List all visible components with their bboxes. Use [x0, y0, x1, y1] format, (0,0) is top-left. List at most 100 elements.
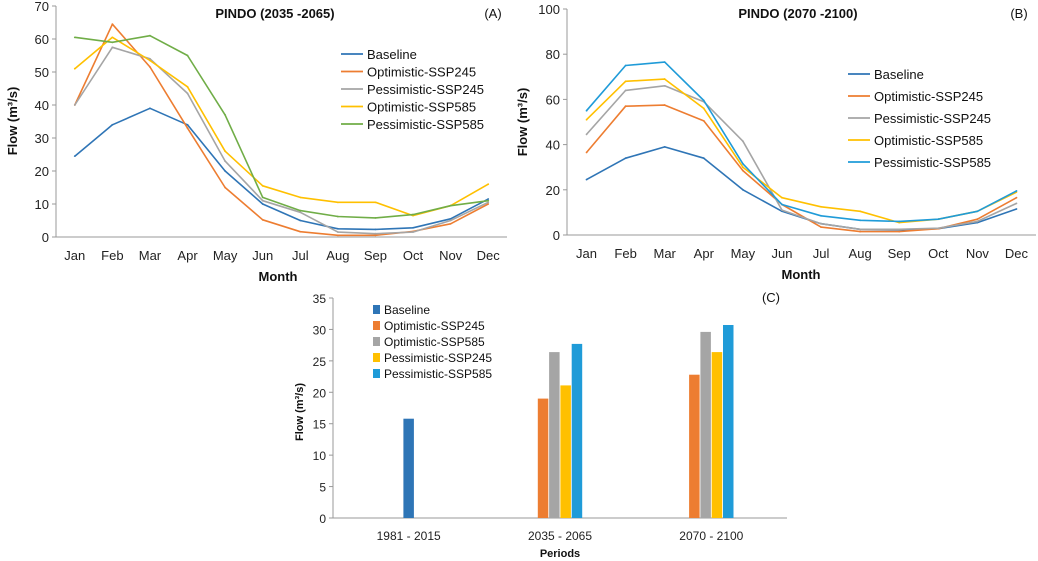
a-legend-item: Pessimistic-SSP585	[341, 117, 484, 132]
b-data-point	[585, 118, 588, 121]
a-series-0	[73, 107, 490, 231]
a-x-tick-label: Feb	[101, 248, 123, 263]
b-legend-item: Baseline	[848, 67, 924, 82]
chart-b-y-label: Flow (m³/s)	[515, 88, 530, 157]
b-data-point	[663, 145, 666, 148]
b-data-point	[702, 99, 705, 102]
chart-a-x-label: Month	[259, 269, 298, 284]
a-y-tick-label: 0	[42, 230, 49, 245]
a-data-point	[261, 184, 264, 187]
a-y-tick-label: 10	[35, 197, 49, 212]
b-series-4	[585, 61, 1018, 223]
b-data-point	[781, 196, 783, 199]
b-data-point	[898, 228, 901, 231]
chart-c-x-ticks: 1981 - 2015 2035 - 2065 2070 - 2100	[377, 529, 744, 543]
a-data-point	[487, 183, 490, 186]
chart-a: PINDO (2035 -2065) (A) 0 10 20 30 40 50 60 70 J…	[5, 0, 507, 284]
b-data-point	[937, 227, 940, 230]
a-y-tick-label: 70	[35, 0, 49, 14]
a-data-point	[299, 209, 302, 212]
chart-b-y-ticks: 0 20 40 60 80 100	[538, 2, 567, 243]
b-data-point	[937, 218, 940, 221]
b-legend-item: Pessimistic-SSP585	[848, 155, 991, 170]
b-data-point	[702, 107, 705, 110]
a-data-point	[336, 227, 339, 230]
b-x-tick-label: Nov	[966, 246, 990, 261]
c-x-tick-label: 1981 - 2015	[377, 529, 441, 543]
a-data-point	[111, 41, 114, 44]
b-legend-item: Optimistic-SSP585	[848, 133, 983, 148]
a-data-point	[186, 92, 189, 95]
c-legend-item: Pessimistic-SSP585	[373, 367, 492, 381]
c-bar	[711, 352, 723, 518]
b-legend-label: Optimistic-SSP585	[874, 133, 983, 148]
c-y-tick-label: 0	[319, 512, 326, 526]
a-data-point	[111, 23, 114, 26]
a-data-point	[374, 232, 377, 235]
chart-b-legend: Baseline Optimistic-SSP245 Pessimistic-SSP…	[848, 67, 991, 170]
chart-c-x-label: Periods	[540, 548, 580, 560]
b-data-point	[741, 162, 744, 165]
c-legend-swatch	[373, 353, 380, 362]
a-data-point	[186, 85, 189, 88]
a-data-point	[224, 186, 227, 189]
a-x-tick-label: Oct	[403, 248, 424, 263]
b-x-tick-label: Apr	[694, 246, 715, 261]
c-legend-label: Optimistic-SSP585	[384, 335, 485, 349]
chart-b-x-ticks: Jan Feb Mar Apr May Jun Jul Aug Sep Oct Nov Dec	[576, 246, 1028, 261]
c-legend-swatch	[373, 305, 380, 314]
c-y-tick-label: 25	[313, 355, 327, 369]
b-data-point	[820, 205, 822, 208]
chart-b-title: PINDO (2070 -2100)	[738, 6, 857, 21]
a-data-point	[374, 216, 377, 219]
chart-a-series-lines	[73, 23, 490, 237]
b-data-point	[859, 230, 862, 233]
a-series-line	[74, 107, 489, 231]
a-data-point	[336, 231, 339, 233]
b-y-tick-label: 60	[546, 92, 560, 107]
b-data-point	[585, 151, 588, 154]
c-legend-swatch	[373, 369, 380, 378]
b-data-point	[1015, 202, 1018, 205]
b-data-point	[624, 89, 627, 92]
b-data-point	[976, 220, 979, 223]
a-data-point	[412, 231, 414, 233]
b-y-tick-label: 0	[553, 228, 560, 243]
chart-b-panel-tag: (B)	[1010, 6, 1027, 21]
c-y-tick-label: 35	[313, 292, 327, 306]
b-data-point	[663, 84, 666, 87]
b-data-point	[859, 219, 862, 222]
chart-a-x-ticks: Jan Feb Mar Apr May Jun Jul Aug Sep Oct Nov Dec	[64, 248, 500, 263]
c-y-tick-label: 20	[313, 386, 327, 400]
b-data-point	[781, 209, 783, 212]
a-data-point	[111, 46, 114, 49]
a-data-point	[73, 67, 76, 70]
b-data-point	[976, 210, 979, 213]
a-data-point	[487, 201, 490, 204]
a-data-point	[224, 150, 227, 153]
b-data-point	[781, 203, 783, 206]
chart-a-panel-tag: (A)	[484, 6, 501, 21]
chart-c-bars	[403, 325, 734, 518]
a-y-tick-label: 30	[35, 131, 49, 146]
b-x-tick-label: Feb	[614, 246, 636, 261]
a-data-point	[73, 155, 76, 158]
a-data-point	[261, 218, 264, 221]
b-x-tick-label: Mar	[654, 246, 677, 261]
a-y-tick-label: 20	[35, 164, 49, 179]
a-legend-label: Optimistic-SSP585	[367, 100, 476, 115]
a-data-point	[224, 160, 227, 163]
chart-a-y-ticks: 0 10 20 30 40 50 60 70	[35, 0, 56, 245]
a-x-tick-label: Aug	[326, 248, 349, 263]
b-data-point	[1015, 208, 1018, 210]
a-data-point	[224, 114, 227, 116]
chart-c: (C) 0 5 10 15 20 25 30 35 1981 - 2015 2035 - 206…	[294, 290, 787, 560]
a-legend-item: Pessimistic-SSP245	[341, 82, 484, 97]
a-x-tick-label: Nov	[439, 248, 463, 263]
b-data-point	[741, 188, 744, 191]
a-legend-item: Optimistic-SSP245	[341, 65, 476, 80]
b-data-point	[585, 109, 588, 112]
chart-c-y-label: Flow (m³/s)	[294, 383, 306, 441]
c-legend-swatch	[373, 337, 380, 346]
